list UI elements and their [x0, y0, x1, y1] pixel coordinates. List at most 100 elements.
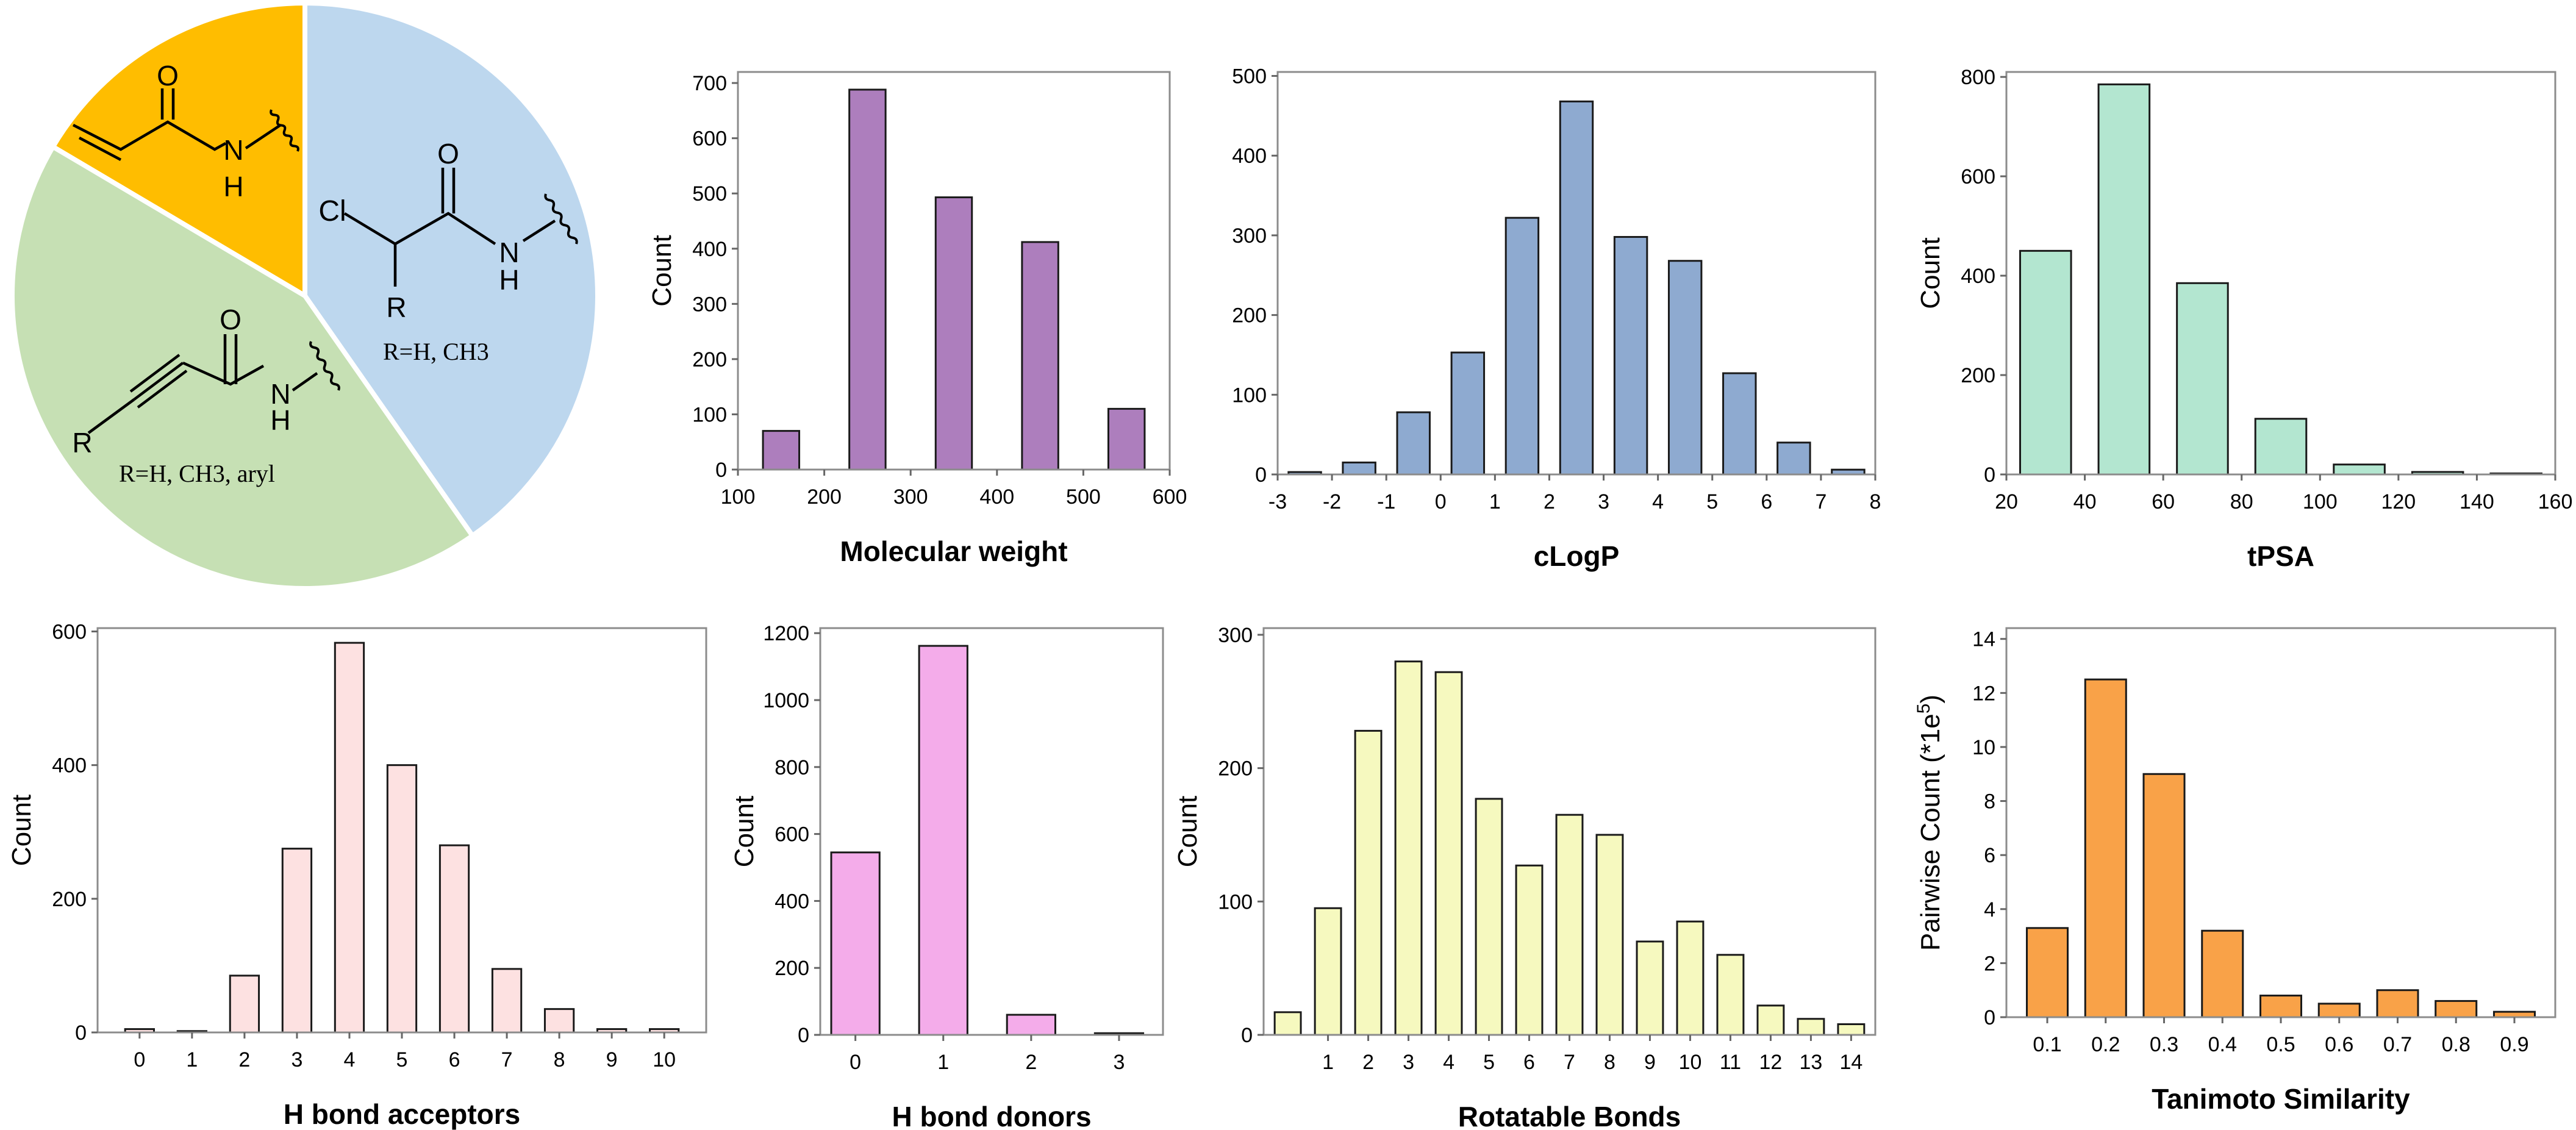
ytick-label: 300: [692, 293, 727, 316]
ytick-label: 0: [1241, 1024, 1253, 1047]
xtick-label: 6: [1523, 1051, 1535, 1074]
bar-clogp: [1559, 100, 1594, 476]
xtick-label: 4: [1652, 490, 1664, 513]
chart-hbd: 0 200 400 600 800 1000 1200 0 1 2 3 H bond donors Co…: [729, 622, 1164, 1130]
ytick-label: 6: [1984, 844, 1995, 867]
ytick-label: 800: [1961, 66, 1995, 89]
bar-hba: [386, 764, 418, 1034]
xtick-label: 60: [2152, 490, 2175, 513]
bar-rot: [1354, 729, 1383, 1036]
xtick-label: 0.5: [2266, 1033, 2295, 1056]
bar-tpsa: [2333, 463, 2386, 476]
alkyne-o-label: O: [220, 304, 242, 335]
xtick-label: 10: [653, 1048, 676, 1071]
alkyne-r-bond: [87, 398, 135, 434]
alkyne-r-label: R: [72, 427, 92, 459]
acrylamide-n-label: N: [223, 134, 243, 166]
ytick-label: 400: [1232, 145, 1267, 168]
bar-clogp: [1613, 236, 1648, 476]
xtick-label: 0.6: [2325, 1033, 2353, 1056]
bar-rot: [1716, 954, 1745, 1036]
acrylamide-squiggle: [270, 109, 299, 152]
xlabel-tanimoto: Tanimoto Similarity: [2152, 1083, 2410, 1115]
chart-hba: 0 200 400 600 0 1 2 3 4 5 6 7 8 9 10 H bond acceptors Co…: [7, 620, 707, 1130]
ytick-label: 500: [692, 182, 727, 206]
bar-clogp: [1342, 461, 1376, 476]
bar-hba: [334, 642, 365, 1034]
acrylamide-double-bond: [78, 137, 122, 161]
ytick-label: 100: [1218, 890, 1253, 914]
ytick-label: 1000: [763, 689, 809, 712]
ytick-label: 100: [1232, 384, 1267, 407]
xtick-label: 40: [2073, 490, 2097, 513]
bar-tanimoto: [2435, 999, 2478, 1018]
alkyne-r-note: R=H, CH3, aryl: [119, 460, 275, 487]
xtick-label: 4: [344, 1048, 356, 1071]
ytick-label: 12: [1972, 682, 1995, 705]
xtick-label: 3: [1403, 1051, 1414, 1074]
ytick-label: 400: [692, 238, 727, 261]
ytick-label: 700: [692, 72, 727, 95]
bar-tanimoto: [2317, 1003, 2361, 1018]
ytick-label: 200: [775, 957, 809, 980]
chart-mw: 0 100 200 300 400 500 600 700 100 200 300 400 500 600…: [647, 71, 1187, 567]
xtick-label: 200: [807, 485, 842, 509]
bar-rot: [1555, 814, 1584, 1036]
xtick-label: 0.2: [2091, 1033, 2120, 1056]
bar-tpsa: [2254, 418, 2308, 476]
xtick-label: 0.8: [2442, 1033, 2470, 1056]
xtick-label: 0.4: [2208, 1033, 2237, 1056]
xtick-label: 3: [291, 1048, 302, 1071]
plot-frame-hbd: [819, 627, 1164, 1036]
bar-rot: [1797, 1018, 1825, 1036]
xtick-label: 0: [850, 1051, 861, 1074]
ytick-label: 14: [1972, 628, 1995, 651]
ytick-label: 0: [75, 1021, 87, 1045]
bar-tanimoto: [2376, 989, 2419, 1018]
xlabel-tpsa: tPSA: [2247, 540, 2314, 572]
bar-clogp: [1722, 372, 1757, 476]
xtick-label: 7: [1564, 1051, 1575, 1074]
ytick-label: 10: [1972, 736, 1995, 759]
ytick-label: 100: [692, 403, 727, 426]
chart-clogp: 0 100 200 300 400 500 -3 -2 -1 0 1 2 3 4 5 6 7 8 cLogP: [1232, 65, 1881, 572]
bar-rot: [1595, 834, 1624, 1036]
ytick-label: 400: [775, 890, 809, 913]
pie-slice-chloroacetamide: [302, 0, 600, 540]
chloro-squiggle: [544, 193, 578, 245]
bar-tanimoto: [2201, 929, 2244, 1018]
plot-frame-tpsa: [2005, 71, 2556, 476]
alkyne-triple-1: [129, 354, 181, 393]
ytick-label: 0: [1984, 1006, 1995, 1029]
xtick-label: 0: [1435, 490, 1447, 513]
acrylamide-h-label: H: [223, 171, 243, 202]
xlabel-hbd: H bond donors: [892, 1101, 1091, 1130]
xtick-label: 1: [1322, 1051, 1334, 1074]
alkyne-squiggle: [309, 341, 340, 391]
bar-tanimoto: [2142, 773, 2186, 1018]
alkyne-n-label: N: [270, 378, 290, 410]
chart-tpsa: 0 200 400 600 800 20 40 60 80 100 120 140 160 tPSA Cou…: [1916, 66, 2572, 572]
ytick-label: 400: [52, 754, 87, 778]
bar-hba: [543, 1008, 575, 1034]
xtick-label: 100: [721, 485, 756, 509]
xtick-label: 2: [1544, 490, 1555, 513]
xtick-label: 20: [1995, 490, 2018, 513]
xtick-label: 300: [893, 485, 928, 509]
ytick-label: 0: [715, 459, 727, 482]
xtick-label: 0.7: [2383, 1033, 2412, 1056]
bar-mw: [934, 196, 973, 471]
warhead-pie-chart: [10, 0, 600, 591]
xtick-label: 500: [1066, 485, 1101, 509]
xtick-label: 12: [1759, 1051, 1783, 1074]
xtick-label: -2: [1323, 490, 1341, 513]
xtick-label: 13: [1800, 1051, 1823, 1074]
xlabel-rot: Rotatable Bonds: [1458, 1101, 1681, 1130]
ytick-label: 200: [1218, 757, 1253, 781]
xtick-label: 9: [1644, 1051, 1656, 1074]
bar-clogp: [1776, 442, 1811, 476]
ytick-label: 600: [775, 823, 809, 846]
bar-tpsa: [2019, 249, 2072, 476]
xtick-label: 8: [554, 1048, 565, 1071]
